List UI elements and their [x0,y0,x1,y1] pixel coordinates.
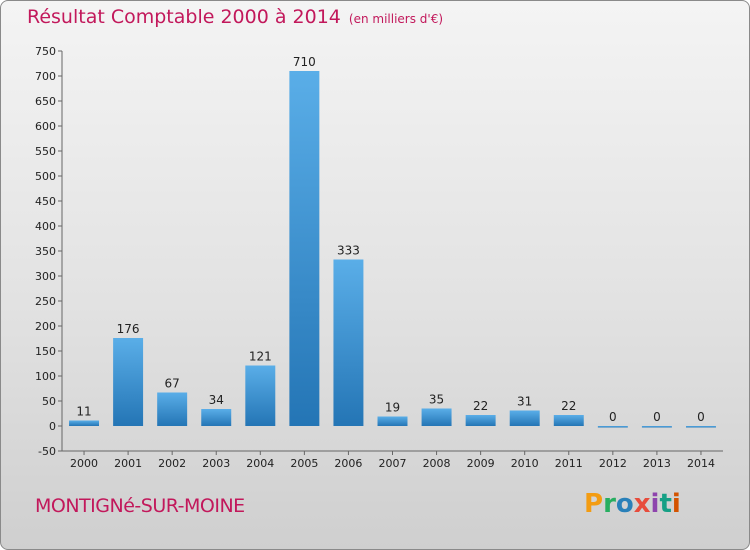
y-tick-label: 550 [35,145,56,158]
x-tick-label-2000: 2000 [70,457,98,470]
logo-letter: o [615,489,634,519]
logo-letter: x [633,489,651,519]
commune-name: MONTIGNé-SUR-MOINE [35,495,245,517]
chart-subtitle: (en milliers d'€) [348,12,444,26]
x-tick-label-2013: 2013 [643,457,671,470]
y-tick-label: 50 [42,395,56,408]
bar-2011 [553,415,584,426]
y-tick-label: -50 [38,445,56,458]
proxiti-logo[interactable]: Proxiti [584,489,681,519]
data-label-2014: 0 [697,410,705,424]
bar-2010 [509,410,540,426]
y-tick-label: 500 [35,170,56,183]
data-label-2004: 121 [249,350,272,364]
y-tick-label: 400 [35,220,56,233]
y-tick-label: 750 [35,45,56,58]
bar-2012 [597,426,628,428]
bar-2009 [465,415,496,426]
logo-letter: P [584,489,604,519]
data-label-2009: 22 [473,399,488,413]
data-label-2008: 35 [429,393,444,407]
x-tick-label-2004: 2004 [246,457,274,470]
data-label-2010: 31 [517,395,532,409]
y-tick-label: 350 [35,245,56,258]
x-tick-label-2002: 2002 [158,457,186,470]
data-labels: 11 176 67 34 121 710 333 19 35 22 31 22 0 0 0 [76,55,704,424]
bar-2007 [377,416,408,426]
logo-letter: t [659,489,672,519]
bar-2003 [201,409,232,426]
bar-2005 [289,71,320,426]
logo-letter: i [650,489,660,519]
x-tick-label-2007: 2007 [379,457,407,470]
x-tick-label-2001: 2001 [114,457,142,470]
bar-2013 [641,426,672,428]
data-label-2005: 710 [293,55,316,69]
data-label-2000: 11 [76,405,91,419]
y-tick-label: 450 [35,195,56,208]
x-tick-label-2005: 2005 [290,457,318,470]
x-tick-label-2009: 2009 [467,457,495,470]
chart-title-text: Résultat Comptable 2000 à 2014 [27,6,341,28]
y-tick-label: 700 [35,70,56,83]
bar-2014 [685,426,716,428]
y-tick-label: 650 [35,95,56,108]
bars [69,71,716,428]
bar-2004 [245,365,276,426]
data-label-2013: 0 [653,410,661,424]
y-tick-label: 200 [35,320,56,333]
chart-title: Résultat Comptable 2000 à 2014 (en millie… [27,6,443,28]
logo-letter: r [603,489,616,519]
data-label-2001: 176 [117,322,140,336]
y-tick-label: 300 [35,270,56,283]
bar-2000 [69,420,100,426]
y-tick-label: 0 [49,420,56,433]
x-tick-label-2011: 2011 [555,457,583,470]
data-label-2011: 22 [561,399,576,413]
x-tick-label-2008: 2008 [423,457,451,470]
bar-2002 [157,392,188,426]
x-tick-label-2003: 2003 [202,457,230,470]
bar-2001 [113,338,144,426]
logo-letter: i [671,489,681,519]
bar-chart: -500501001502002503003504004505005506006… [35,45,723,470]
axes: -500501001502002503003504004505005506006… [35,45,723,470]
x-tick-label-2010: 2010 [511,457,539,470]
y-tick-label: 250 [35,295,56,308]
y-tick-label: 600 [35,120,56,133]
data-label-2002: 67 [165,377,180,391]
data-label-2003: 34 [209,393,224,407]
data-label-2007: 19 [385,401,400,415]
y-tick-label: 150 [35,345,56,358]
x-tick-label-2012: 2012 [599,457,627,470]
data-label-2012: 0 [609,410,617,424]
bar-2008 [421,408,452,426]
bar-2006 [333,259,364,426]
y-tick-label: 100 [35,370,56,383]
x-tick-label-2006: 2006 [334,457,362,470]
x-tick-label-2014: 2014 [687,457,715,470]
data-label-2006: 333 [337,244,360,258]
